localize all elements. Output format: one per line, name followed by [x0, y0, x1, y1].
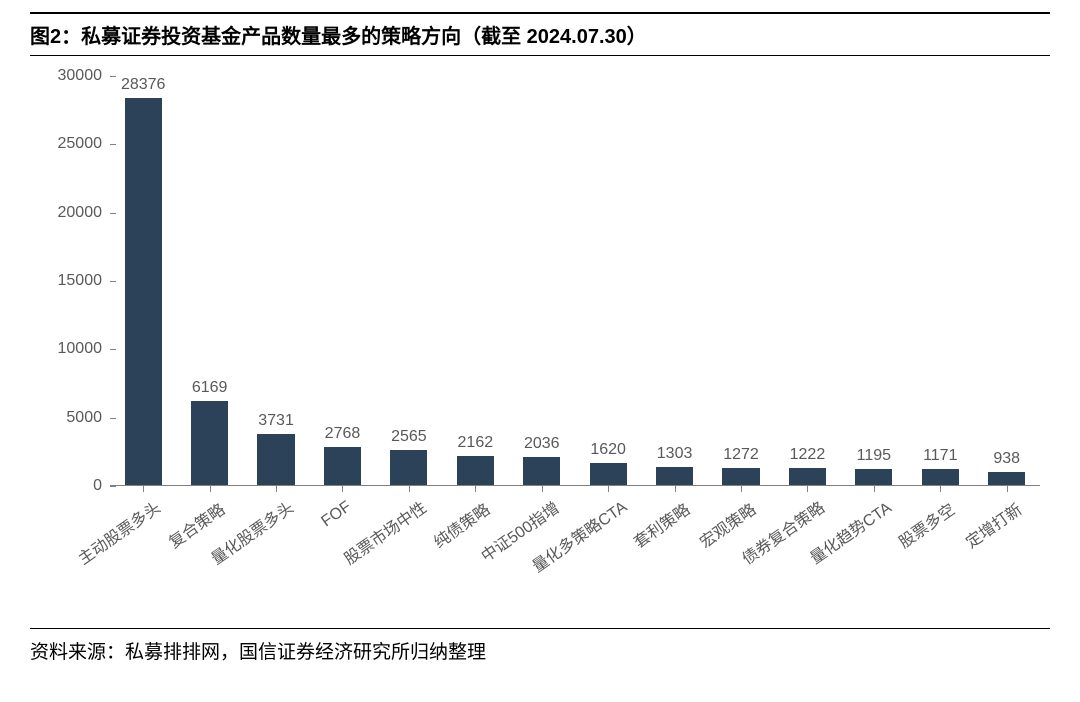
- bar-slot: 2036: [509, 76, 575, 485]
- x-tick-mark: [475, 486, 476, 492]
- bar-slot: 1171: [907, 76, 973, 485]
- x-label-slot: 定增打新: [973, 486, 1039, 586]
- x-tick-mark: [741, 486, 742, 492]
- bar-slot: 938: [973, 76, 1039, 485]
- x-tick-mark: [675, 486, 676, 492]
- y-tick-label: 30000: [58, 67, 103, 85]
- x-tick-mark: [608, 486, 609, 492]
- bar-slot: 2768: [309, 76, 375, 485]
- bar-value-label: 6169: [192, 379, 228, 397]
- bar-slot: 1303: [641, 76, 707, 485]
- bar-slot: 2162: [442, 76, 508, 485]
- y-axis: 050001000015000200002500030000: [40, 76, 110, 486]
- y-tick-label: 5000: [66, 409, 102, 427]
- bar-value-label: 2565: [391, 428, 427, 446]
- bar-slot: 1620: [575, 76, 641, 485]
- bar-value-label: 28376: [121, 76, 166, 94]
- bar-value-label: 2768: [325, 425, 361, 443]
- x-label-slot: 量化股票多头: [243, 486, 309, 586]
- x-tick-mark: [409, 486, 410, 492]
- x-tick-mark: [542, 486, 543, 492]
- x-tick-mark: [210, 486, 211, 492]
- bars-container: 28376 6169 3731 2768 2565 2162 2036 16201303 127…: [110, 76, 1040, 485]
- bar-slot: 1222: [774, 76, 840, 485]
- bar-slot: 3731: [243, 76, 309, 485]
- x-tick-mark: [1007, 486, 1008, 492]
- bar-slot: 1195: [841, 76, 907, 485]
- y-tick-label: 20000: [58, 204, 103, 222]
- x-tick-mark: [874, 486, 875, 492]
- bar-slot: 2565: [376, 76, 442, 485]
- bar-value-label: 2036: [524, 435, 560, 453]
- plot-area: 28376 6169 3731 2768 2565 2162 2036 16201303 127…: [110, 76, 1040, 486]
- chart-header: 图2：私募证券投资基金产品数量最多的策略方向（截至 2024.07.30）: [30, 12, 1050, 56]
- x-tick-mark: [342, 486, 343, 492]
- x-category-label: FOF: [342, 482, 379, 515]
- x-tick-mark: [276, 486, 277, 492]
- bar-slot: 1272: [708, 76, 774, 485]
- y-tick-label: 15000: [58, 272, 103, 290]
- x-tick-mark: [807, 486, 808, 492]
- bar-slot: 6169: [176, 76, 242, 485]
- y-tick-label: 0: [93, 477, 102, 495]
- bar-value-label: 3731: [258, 412, 294, 430]
- chart-footer: 资料来源：私募排排网，国信证券经济研究所归纳整理: [30, 628, 1050, 664]
- bar-chart: 0 5000 10000 15000 20000 25000 30000 28376 6169…: [40, 66, 1050, 586]
- bar: [125, 98, 162, 485]
- chart-title: 图2：私募证券投资基金产品数量最多的策略方向（截至 2024.07.30）: [30, 20, 1050, 49]
- x-tick-mark: [143, 486, 144, 492]
- bar-value-label: 938: [993, 450, 1020, 468]
- source-text: 资料来源：私募排排网，国信证券经济研究所归纳整理: [30, 637, 1050, 664]
- bar-value-label: 1222: [790, 446, 826, 464]
- x-tick-mark: [940, 486, 941, 492]
- bar-value-label: 1272: [723, 446, 759, 464]
- bar-slot: 28376: [110, 76, 176, 485]
- bar: [390, 450, 427, 485]
- x-axis-labels: 主动股票多头复合策略量化股票多头FOF股票市场中性纯债策略中证500指增量化多策…: [110, 486, 1040, 586]
- y-tick-label: 10000: [58, 340, 103, 358]
- y-tick-label: 25000: [58, 135, 103, 153]
